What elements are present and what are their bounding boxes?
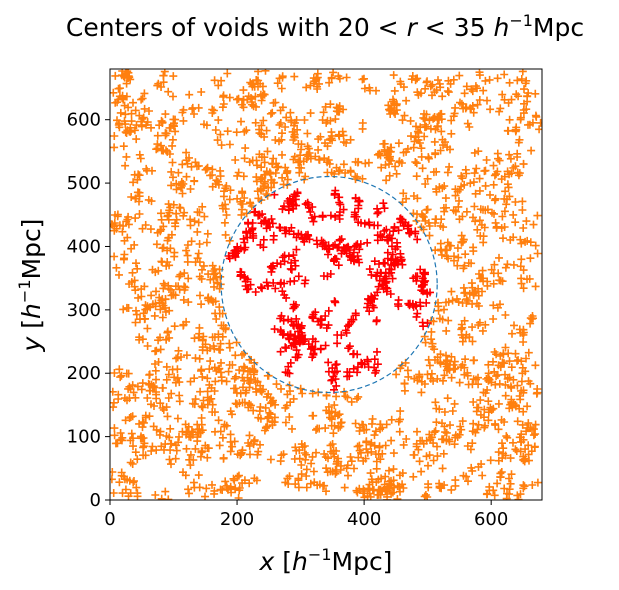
y-tick-label: 600 (67, 110, 101, 131)
x-tick-label: 0 (104, 509, 115, 530)
selection-circle (220, 175, 438, 394)
y-tick-label: 400 (67, 236, 101, 257)
scatter-points (110, 69, 542, 500)
plot-frame (109, 68, 543, 501)
y-tick-label: 100 (67, 427, 101, 448)
x-axis-label: x [h−1Mpc] (259, 545, 393, 576)
scatter-series-inside (224, 186, 434, 394)
y-tick-label: 0 (90, 490, 101, 511)
x-tick-label: 400 (347, 509, 381, 530)
scatter-series-outside (110, 69, 542, 500)
x-tick-label: 200 (220, 509, 254, 530)
y-tick-label: 300 (67, 300, 101, 321)
y-axis-label: y [h−1Mpc] (15, 219, 46, 353)
y-axis-ticks: 0 100 200 300 400 500 600 (67, 110, 110, 511)
x-tick-label: 600 (474, 509, 508, 530)
chart-title: Centers of voids with 20 < r < 35 h−1Mpc (66, 11, 584, 42)
y-tick-label: 500 (67, 173, 101, 194)
y-tick-label: 200 (67, 363, 101, 384)
x-axis-ticks: 0 200 400 600 (104, 500, 508, 530)
